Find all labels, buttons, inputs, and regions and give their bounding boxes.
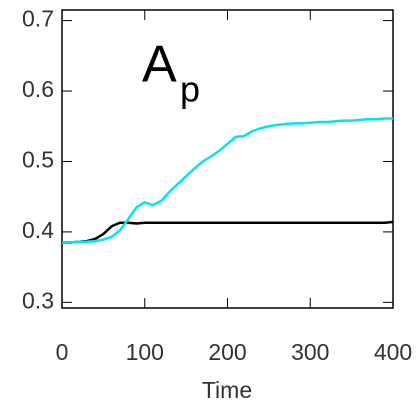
x-tick-label: 0 [56,339,69,365]
annotation-subscript: p [180,69,200,110]
y-tick-label: 0.7 [22,6,54,32]
x-tick-label: 200 [208,339,246,365]
y-tick-label: 0.3 [22,287,54,313]
x-tick-label: 400 [374,339,412,365]
plot-frame [61,9,394,309]
annotation: A [142,36,177,94]
y-tick-label: 0.6 [22,76,54,102]
data-line [62,220,394,244]
data-line [62,117,393,244]
x-tick-label: 100 [126,339,164,365]
y-tick-label: 0.4 [22,217,54,243]
x-axis-label: Time [202,377,252,403]
y-tick-label: 0.5 [22,147,54,173]
x-tick-label: 300 [291,339,329,365]
